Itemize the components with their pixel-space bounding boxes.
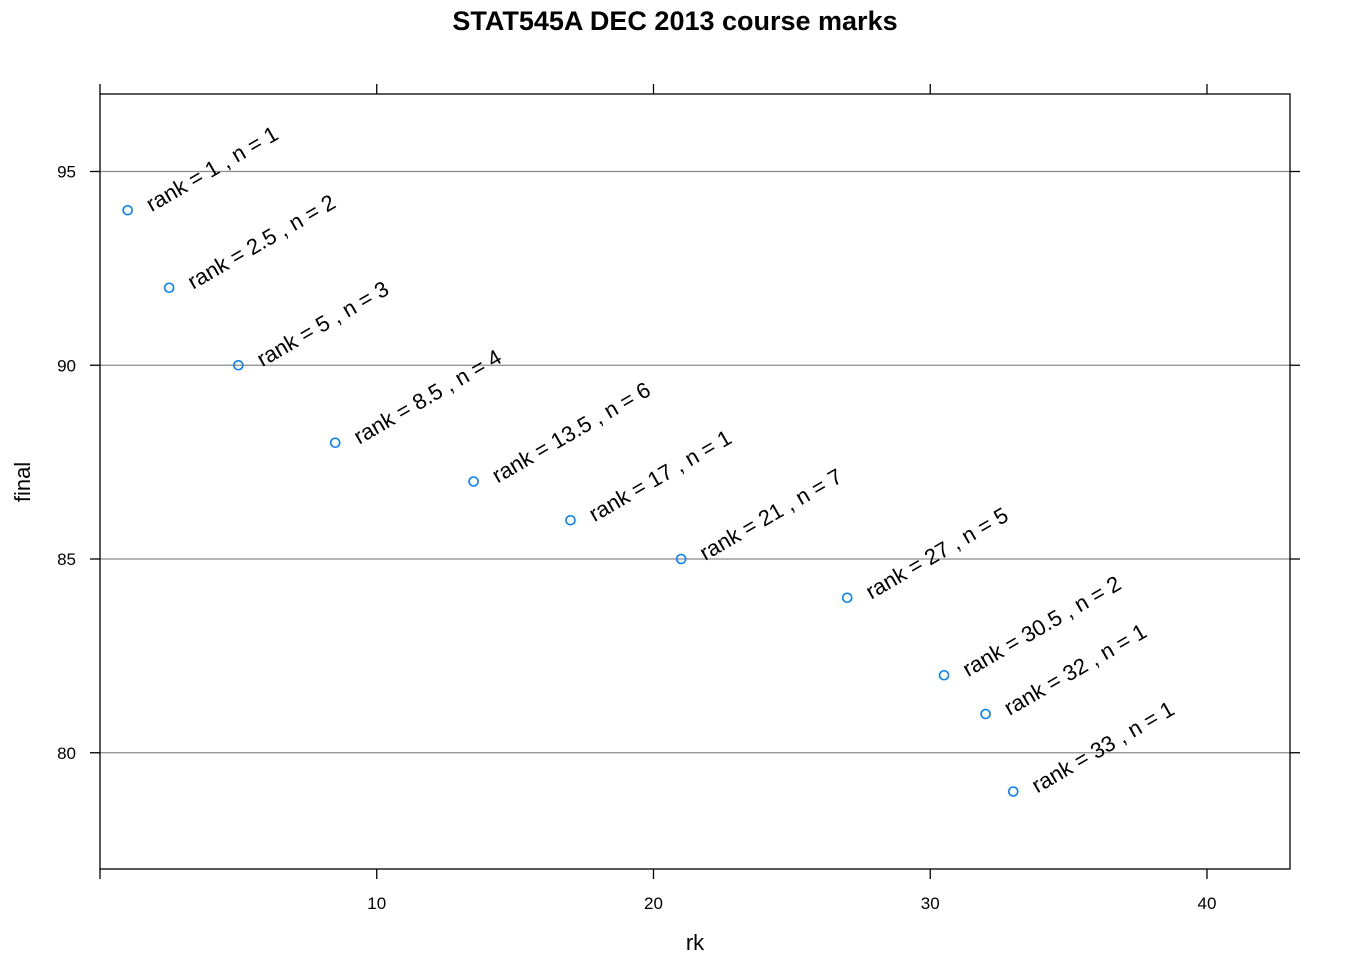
data-point	[1007, 786, 1019, 797]
data-point	[938, 669, 950, 681]
x-tick-label: 10	[367, 894, 386, 913]
plot-frame	[99, 93, 1291, 870]
y-tick-label: 80	[57, 744, 76, 763]
data-label: rank = 2.5 , n = 2	[183, 189, 340, 294]
data-label: rank = 17 , n = 1	[584, 425, 735, 527]
data-label: rank = 1 , n = 1	[142, 121, 283, 217]
data-point	[980, 708, 991, 720]
y-tick-label: 95	[57, 163, 76, 182]
x-axis-title: rk	[686, 930, 705, 955]
data-point	[233, 359, 244, 371]
data-label: rank = 33 , n = 1	[1027, 696, 1178, 798]
data-point	[841, 592, 853, 604]
data-label: rank = 8.5 , n = 4	[349, 344, 506, 449]
y-tick-label: 85	[57, 550, 76, 569]
data-point	[122, 204, 133, 216]
data-point	[468, 476, 479, 487]
data-point	[329, 437, 341, 449]
data-label: rank = 21 , n = 7	[695, 464, 846, 566]
x-tick-label: 20	[644, 894, 663, 913]
y-tick-label: 90	[57, 356, 76, 375]
axis-ticks: 80 85 90 95 10 20 30 40	[57, 84, 1300, 913]
x-tick-label: 30	[921, 894, 940, 913]
data-label: rank = 13.5 , n = 6	[488, 377, 655, 488]
data-point	[565, 514, 576, 526]
data-point	[675, 553, 687, 565]
data-point	[163, 282, 175, 294]
data-label: rank = 5 , n = 3	[252, 276, 393, 372]
data-label: rank = 27 , n = 5	[861, 502, 1012, 604]
gridlines	[100, 170, 1290, 754]
y-axis-title: final	[10, 462, 35, 502]
chart-title: STAT545A DEC 2013 course marks	[452, 6, 898, 36]
x-tick-label: 40	[1198, 894, 1217, 913]
